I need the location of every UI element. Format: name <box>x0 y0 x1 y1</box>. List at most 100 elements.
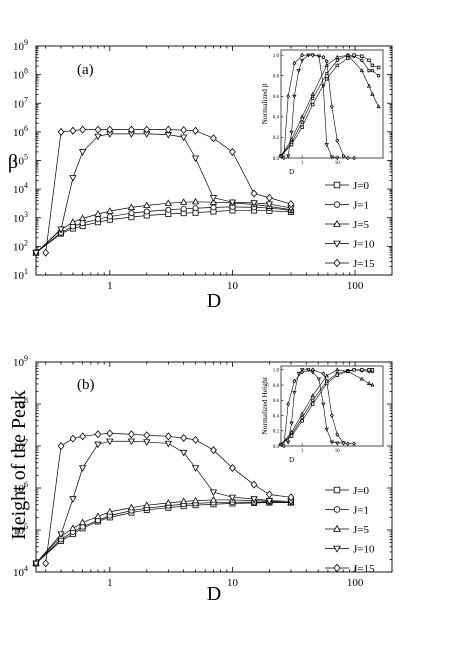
series-line <box>35 133 292 253</box>
x-tick-label: 10 <box>227 280 239 292</box>
inset-y-tick-label: 0.2 <box>273 430 280 435</box>
inset-data-point <box>370 68 375 73</box>
data-point <box>94 216 101 223</box>
inset-data-point <box>360 58 364 62</box>
y-tick-label: 107 <box>13 438 28 453</box>
data-point <box>250 496 258 503</box>
inset-data-point <box>367 368 371 372</box>
data-point <box>229 463 236 472</box>
inset-data-point <box>292 391 297 396</box>
data-point <box>106 438 114 446</box>
data-point <box>192 435 199 444</box>
y-tick-label: 105 <box>13 522 28 537</box>
data-point <box>165 206 172 213</box>
data-point <box>42 559 50 568</box>
series-line <box>35 501 291 564</box>
data-point <box>79 432 87 441</box>
inset-data-point <box>316 377 322 382</box>
data-point <box>127 203 136 211</box>
inset-data-point <box>335 63 339 68</box>
inset-x-tick-label: 1 <box>301 449 304 454</box>
inset-data-point <box>335 367 340 372</box>
series-j-1 <box>33 499 294 567</box>
legend-marker <box>333 563 341 573</box>
inset-data-point <box>370 91 375 96</box>
data-point <box>164 432 172 441</box>
inset-data-point <box>324 427 329 432</box>
data-point <box>57 442 65 450</box>
inset-data-point <box>345 368 351 373</box>
inset-data-point <box>352 53 356 57</box>
inset-y-tick-label: 0.8 <box>273 384 280 389</box>
data-point <box>210 134 217 143</box>
data-point <box>191 496 200 504</box>
inset-data-point <box>341 440 346 446</box>
plot-frame <box>35 361 393 573</box>
inset-data-point <box>335 373 339 377</box>
x-tick-label: 100 <box>347 577 364 589</box>
data-point <box>287 493 295 502</box>
inset-x-tick-label: 10 <box>335 449 341 454</box>
inset-data-point <box>321 54 326 60</box>
data-point <box>180 205 187 212</box>
inset-data-point <box>289 130 294 135</box>
data-point <box>180 434 188 443</box>
legend-marker <box>333 545 341 553</box>
inset-data-point <box>285 154 291 159</box>
data-point <box>79 220 86 227</box>
legend-entry: J=0 <box>353 485 369 497</box>
chart-panel-a: 1 10 100101102103104105106107108109Dβ(a)J=… <box>8 38 393 312</box>
inset-chart: 0.0 0.2 0.4 0.6 0.8 1.0 1 10 Normalized Height D <box>260 365 384 464</box>
legend-marker <box>333 524 341 532</box>
legend-entry: J=5 <box>353 219 369 231</box>
x-tick-label: 100 <box>347 280 364 292</box>
inset-data-point <box>324 63 329 67</box>
inset-y-axis-label: Normalized β <box>260 83 269 124</box>
data-point <box>69 496 77 503</box>
y-tick-label: 102 <box>13 238 28 253</box>
series-j-15 <box>42 429 295 568</box>
data-point <box>106 125 114 134</box>
data-point <box>164 499 173 506</box>
inset-data-point <box>329 440 335 445</box>
y-axis-label: β <box>8 151 18 173</box>
inset-data-point <box>345 52 351 57</box>
inset-data-point <box>335 138 340 143</box>
series-line <box>35 502 291 564</box>
inset-data-point <box>289 137 294 141</box>
data-point <box>127 438 136 446</box>
data-point <box>106 507 114 515</box>
x-tick-label: 10 <box>227 577 239 589</box>
inset-y-tick-label: 0.0 <box>273 445 280 450</box>
inset-data-point <box>335 441 340 446</box>
inset-data-point <box>366 83 372 88</box>
legend-marker <box>333 181 341 189</box>
inset-data-point <box>325 77 329 81</box>
inset-data-point <box>311 402 315 406</box>
data-point <box>192 126 199 135</box>
series-j-0 <box>33 207 294 256</box>
data-point <box>32 560 40 568</box>
inset-y-tick-label: 1.0 <box>273 369 280 374</box>
data-point <box>78 149 87 156</box>
inset-x-axis-label: D <box>289 456 294 464</box>
legend-entry: J=0 <box>353 180 369 192</box>
y-tick-label: 106 <box>13 124 28 139</box>
data-point <box>143 208 150 215</box>
legend-entry: J=10 <box>353 239 375 251</box>
y-tick-label: 107 <box>13 95 28 110</box>
data-point <box>57 226 65 234</box>
x-tick-label: 1 <box>107 280 113 292</box>
inset-series <box>279 53 381 158</box>
data-point <box>179 134 188 142</box>
legend-marker <box>333 201 341 208</box>
inset-data-point <box>300 419 304 423</box>
inset-data-point <box>300 125 304 129</box>
inset-data-point <box>376 74 381 78</box>
inset-data-point <box>345 155 350 161</box>
data-point <box>78 518 87 526</box>
data-point <box>79 125 87 134</box>
data-point <box>143 501 151 508</box>
legend: J=0 J=1 J=5 J=10 J=15 <box>325 485 375 575</box>
inset-data-point <box>370 368 375 372</box>
